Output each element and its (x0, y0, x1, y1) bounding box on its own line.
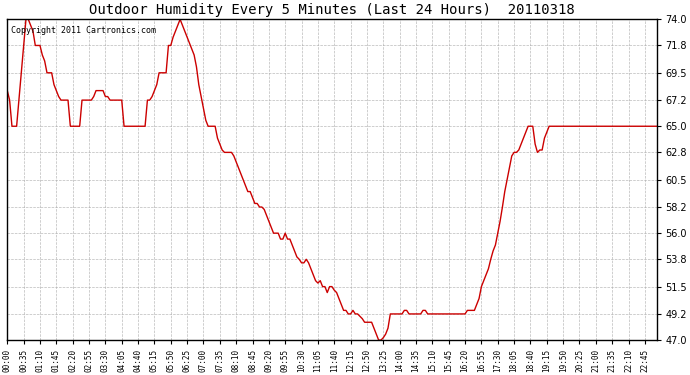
Title: Outdoor Humidity Every 5 Minutes (Last 24 Hours)  20110318: Outdoor Humidity Every 5 Minutes (Last 2… (89, 3, 575, 17)
Text: Copyright 2011 Cartronics.com: Copyright 2011 Cartronics.com (10, 26, 155, 35)
